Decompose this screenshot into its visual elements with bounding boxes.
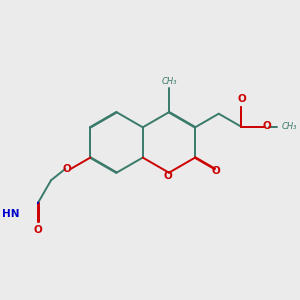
- Text: CH₃: CH₃: [282, 122, 297, 131]
- Text: O: O: [212, 166, 221, 176]
- Text: O: O: [34, 225, 43, 235]
- Text: O: O: [163, 171, 172, 181]
- Text: O: O: [237, 94, 246, 104]
- Text: HN: HN: [2, 209, 19, 219]
- Text: CH₃: CH₃: [161, 76, 177, 85]
- Text: O: O: [63, 164, 71, 174]
- Text: O: O: [263, 121, 272, 131]
